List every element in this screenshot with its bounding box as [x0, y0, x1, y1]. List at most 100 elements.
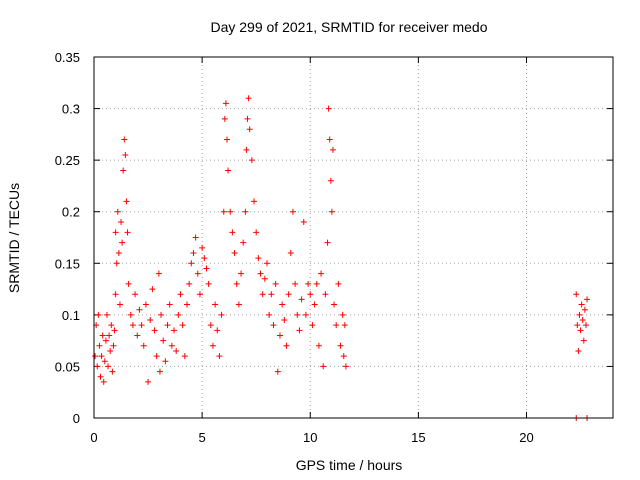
data-point	[320, 363, 327, 370]
data-point	[246, 126, 253, 133]
data-point	[243, 146, 250, 153]
data-point	[199, 244, 206, 251]
data-point	[294, 311, 301, 318]
data-point	[221, 115, 228, 122]
data-point	[248, 157, 255, 164]
x-tick-label: 15	[411, 430, 425, 445]
x-axis-label: GPS time / hours	[296, 457, 403, 473]
data-point	[576, 311, 583, 318]
data-point	[292, 280, 299, 287]
x-tick-label: 10	[303, 430, 317, 445]
data-point	[108, 322, 115, 329]
data-point	[162, 358, 169, 365]
data-point	[251, 198, 258, 205]
data-point	[96, 342, 103, 349]
data-point	[194, 270, 201, 277]
data-point	[138, 322, 145, 329]
y-tick-label: 0.25	[55, 153, 80, 168]
data-point	[103, 311, 110, 318]
grid-lines	[94, 57, 613, 418]
data-point	[186, 280, 193, 287]
axis-ticks: 0 5 10 15 20 0 0.05 0.1 0.15 0.2 0.25 0.3 0.35	[55, 50, 613, 445]
data-point	[283, 342, 290, 349]
data-point	[244, 115, 251, 122]
data-point	[92, 353, 99, 360]
data-point	[218, 311, 225, 318]
data-point	[134, 332, 141, 339]
data-point	[231, 249, 238, 256]
data-point	[222, 100, 229, 107]
data-point	[124, 229, 131, 236]
data-point	[245, 95, 252, 102]
data-point	[305, 280, 312, 287]
data-point	[315, 342, 322, 349]
data-point	[168, 342, 175, 349]
data-point	[274, 368, 281, 375]
x-tick-label: 0	[90, 430, 97, 445]
data-point	[577, 327, 584, 334]
data-point	[573, 291, 580, 298]
data-point	[300, 219, 307, 226]
data-point	[242, 208, 249, 215]
data-point	[313, 280, 320, 287]
data-point	[142, 301, 149, 308]
data-point	[255, 255, 262, 262]
y-tick-label: 0.05	[55, 359, 80, 374]
data-point	[119, 239, 126, 246]
data-point	[151, 327, 158, 334]
data-point	[99, 332, 106, 339]
data-point	[296, 327, 303, 334]
data-point	[116, 301, 123, 308]
data-point	[177, 291, 184, 298]
data-point	[183, 301, 190, 308]
data-point	[106, 332, 113, 339]
data-point	[145, 378, 152, 385]
data-point	[328, 208, 335, 215]
x-tick-label: 5	[199, 430, 206, 445]
data-point	[101, 358, 108, 365]
data-point	[175, 311, 182, 318]
data-point	[270, 322, 277, 329]
data-point	[171, 327, 178, 334]
data-point	[342, 363, 349, 370]
data-point	[309, 322, 316, 329]
data-point	[302, 311, 309, 318]
data-point	[207, 322, 214, 329]
y-axis-label: SRMTID / TECUs	[6, 183, 22, 293]
data-point	[209, 342, 216, 349]
data-point	[205, 280, 212, 287]
data-point	[279, 301, 286, 308]
data-points	[92, 95, 591, 421]
data-point	[235, 301, 242, 308]
data-point	[122, 151, 129, 158]
data-point	[102, 337, 109, 344]
data-point	[115, 249, 122, 256]
data-point	[227, 208, 234, 215]
data-point	[285, 291, 292, 298]
y-tick-label: 0.2	[62, 205, 80, 220]
y-tick-label: 0.3	[62, 102, 80, 117]
data-point	[272, 280, 279, 287]
data-point	[333, 322, 340, 329]
data-point	[160, 337, 167, 344]
data-point	[266, 311, 273, 318]
data-point	[123, 198, 130, 205]
data-point	[327, 177, 334, 184]
data-point	[98, 353, 105, 360]
data-point	[97, 373, 104, 380]
data-point	[127, 311, 134, 318]
data-point	[331, 301, 338, 308]
data-point	[111, 327, 118, 334]
data-point	[580, 337, 587, 344]
y-tick-label: 0	[73, 411, 80, 426]
data-point	[188, 260, 195, 267]
data-point	[147, 317, 154, 324]
data-point	[112, 229, 119, 236]
data-point	[324, 239, 331, 246]
data-point	[156, 368, 163, 375]
data-point	[298, 296, 305, 303]
data-point	[216, 353, 223, 360]
data-point	[113, 260, 120, 267]
data-point	[318, 270, 325, 277]
data-point	[95, 311, 102, 318]
